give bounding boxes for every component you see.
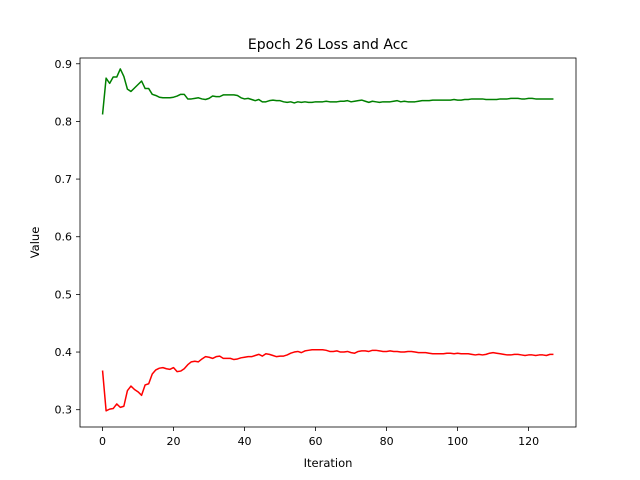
y-tick-label: 0.9 bbox=[55, 58, 73, 71]
axes-frame bbox=[79, 57, 577, 428]
series-lines bbox=[101, 68, 554, 412]
y-tick-label: 0.3 bbox=[55, 404, 73, 417]
y-tick-label: 0.7 bbox=[55, 173, 73, 186]
y-axis-label: Value bbox=[28, 227, 42, 259]
y-axis-ticks: 0.3 0.4 0.5 0.6 0.7 0.8 0.9 bbox=[55, 58, 80, 417]
y-tick-label: 0.5 bbox=[55, 288, 73, 301]
series-line-1 bbox=[101, 68, 554, 115]
x-tick-label: 0 bbox=[99, 435, 106, 448]
x-axis-ticks: 0 20 40 60 80 100 120 bbox=[99, 427, 539, 448]
series-line-2 bbox=[101, 348, 554, 412]
x-tick-label: 120 bbox=[518, 435, 539, 448]
chart-title: Epoch 26 Loss and Acc bbox=[248, 37, 408, 53]
plot-area bbox=[79, 57, 577, 428]
y-tick-label: 0.8 bbox=[55, 115, 73, 128]
x-tick-label: 60 bbox=[309, 435, 323, 448]
y-tick-label: 0.6 bbox=[55, 231, 73, 244]
x-tick-label: 20 bbox=[167, 435, 181, 448]
x-tick-label: 80 bbox=[380, 435, 394, 448]
y-tick-label: 0.4 bbox=[55, 346, 73, 359]
x-axis-label: Iteration bbox=[304, 456, 353, 470]
x-tick-label: 100 bbox=[447, 435, 468, 448]
x-tick-label: 40 bbox=[238, 435, 252, 448]
